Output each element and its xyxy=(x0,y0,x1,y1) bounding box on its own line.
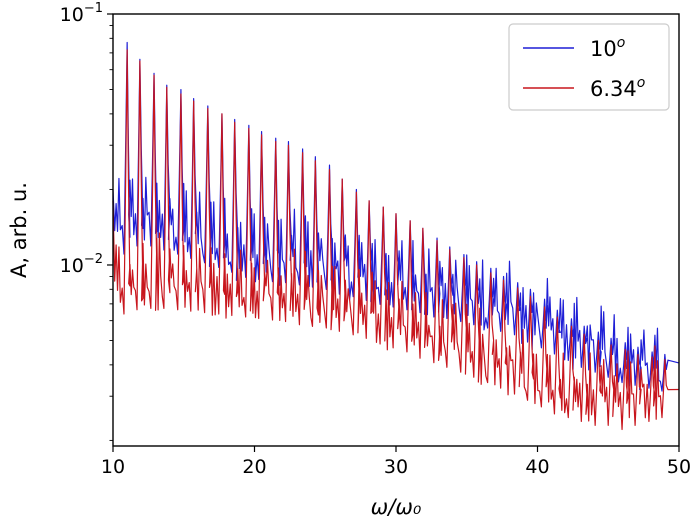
y-axis-label: A, arb. u. xyxy=(7,182,31,278)
x-axis-label: ω/ω₀ xyxy=(371,495,422,519)
legend-box xyxy=(508,23,670,111)
ticks-layer: 10 20 30 40 50 10−2 10−1 xyxy=(60,1,691,478)
y-tick-label: 10−2 xyxy=(60,252,103,277)
x-tick-label: 50 xyxy=(667,456,691,478)
legend-label-6-34deg: 6.34o xyxy=(590,75,645,101)
x-tick-label: 20 xyxy=(242,456,266,478)
legend: 10o 6.34o xyxy=(508,23,670,111)
series-layer xyxy=(112,41,680,431)
x-tick-label: 40 xyxy=(525,456,549,478)
x-tick-label: 10 xyxy=(101,456,125,478)
y-tick-label: 10−1 xyxy=(60,1,103,26)
series-line-6-34deg xyxy=(112,49,680,431)
x-tick-label: 30 xyxy=(384,456,408,478)
legend-label-10deg: 10o xyxy=(590,35,625,61)
